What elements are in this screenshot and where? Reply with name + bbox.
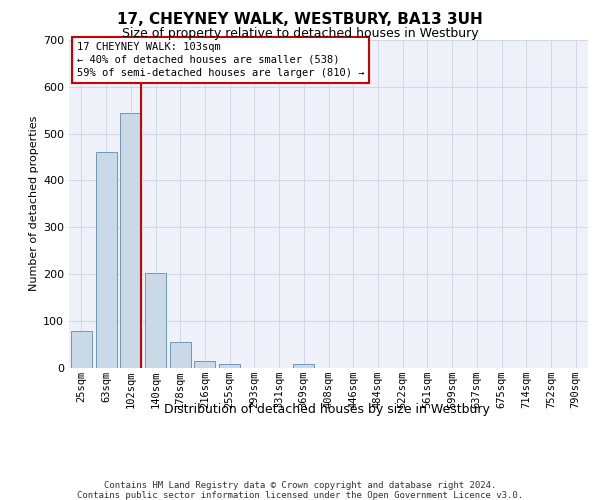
Bar	[145, 272, 166, 368]
Bar	[293, 364, 314, 368]
Bar	[219, 364, 240, 368]
Text: 17, CHEYNEY WALK, WESTBURY, BA13 3UH: 17, CHEYNEY WALK, WESTBURY, BA13 3UH	[117, 12, 483, 28]
Y-axis label: Number of detached properties: Number of detached properties	[29, 116, 39, 292]
Text: Contains HM Land Registry data © Crown copyright and database right 2024.: Contains HM Land Registry data © Crown c…	[104, 481, 496, 490]
Text: Contains public sector information licensed under the Open Government Licence v3: Contains public sector information licen…	[77, 491, 523, 500]
Text: Size of property relative to detached houses in Westbury: Size of property relative to detached ho…	[122, 28, 478, 40]
Bar	[120, 112, 141, 368]
Text: Distribution of detached houses by size in Westbury: Distribution of detached houses by size …	[164, 402, 490, 415]
Bar	[194, 362, 215, 368]
Bar	[95, 152, 116, 368]
Bar	[71, 331, 92, 368]
Bar	[170, 342, 191, 367]
Text: 17 CHEYNEY WALK: 103sqm
← 40% of detached houses are smaller (538)
59% of semi-d: 17 CHEYNEY WALK: 103sqm ← 40% of detache…	[77, 42, 364, 78]
